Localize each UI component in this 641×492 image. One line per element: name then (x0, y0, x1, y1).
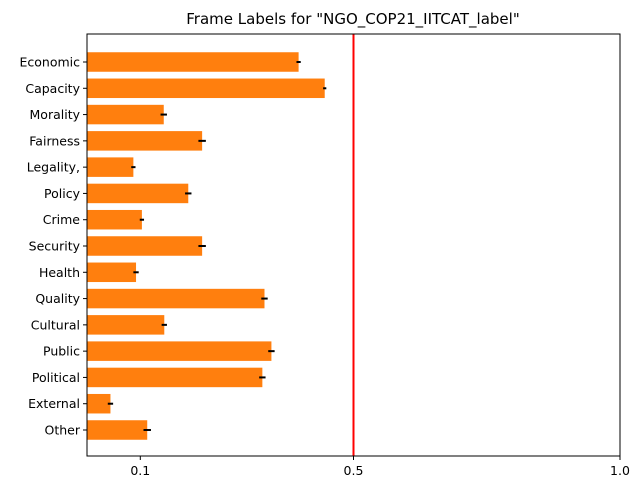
chart-title: Frame Labels for "NGO_COP21_IITCAT_label… (186, 10, 519, 29)
bars-layer (87, 52, 325, 440)
bar-morality (87, 104, 164, 125)
bar-crime (87, 209, 142, 230)
y-tick-label: Legality, (27, 160, 80, 175)
x-tick-label: 1.0 (610, 463, 630, 478)
bar-public (87, 341, 272, 361)
bar-other (87, 420, 148, 440)
bar-economic (87, 52, 299, 72)
y-tick-label: Health (39, 265, 80, 280)
y-tick-label: Other (45, 423, 81, 438)
y-tick-label: Crime (43, 212, 81, 227)
bar-political (87, 367, 263, 388)
y-tick-label: Political (32, 370, 80, 385)
y-tick-label: Economic (19, 55, 80, 70)
bar-policy (87, 183, 189, 204)
bar-fairness (87, 131, 203, 151)
bar-external (87, 393, 111, 414)
y-tick-label: Capacity (25, 81, 80, 96)
x-axis: 0.1 0.5 1.0 (130, 456, 630, 478)
y-tick-label: Quality (35, 291, 80, 306)
bar-cultural (87, 315, 165, 335)
bar-quality (87, 288, 265, 309)
bar-security (87, 236, 203, 256)
y-tick-label: External (28, 396, 80, 411)
x-tick-label: 0.1 (130, 463, 150, 478)
y-axis: Economic Capacity Morality Fairness Legality… (19, 55, 87, 438)
bar-legality (87, 157, 134, 177)
x-tick-label: 0.5 (344, 463, 364, 478)
bar-capacity (87, 78, 325, 99)
y-tick-label: Fairness (29, 133, 80, 148)
y-tick-label: Public (43, 344, 80, 359)
y-tick-label: Morality (30, 107, 81, 122)
bar-health (87, 262, 137, 283)
error-bars-layer (107, 61, 327, 431)
y-tick-label: Policy (44, 186, 81, 201)
y-tick-label: Security (29, 239, 81, 254)
y-tick-label: Cultural (31, 317, 80, 332)
